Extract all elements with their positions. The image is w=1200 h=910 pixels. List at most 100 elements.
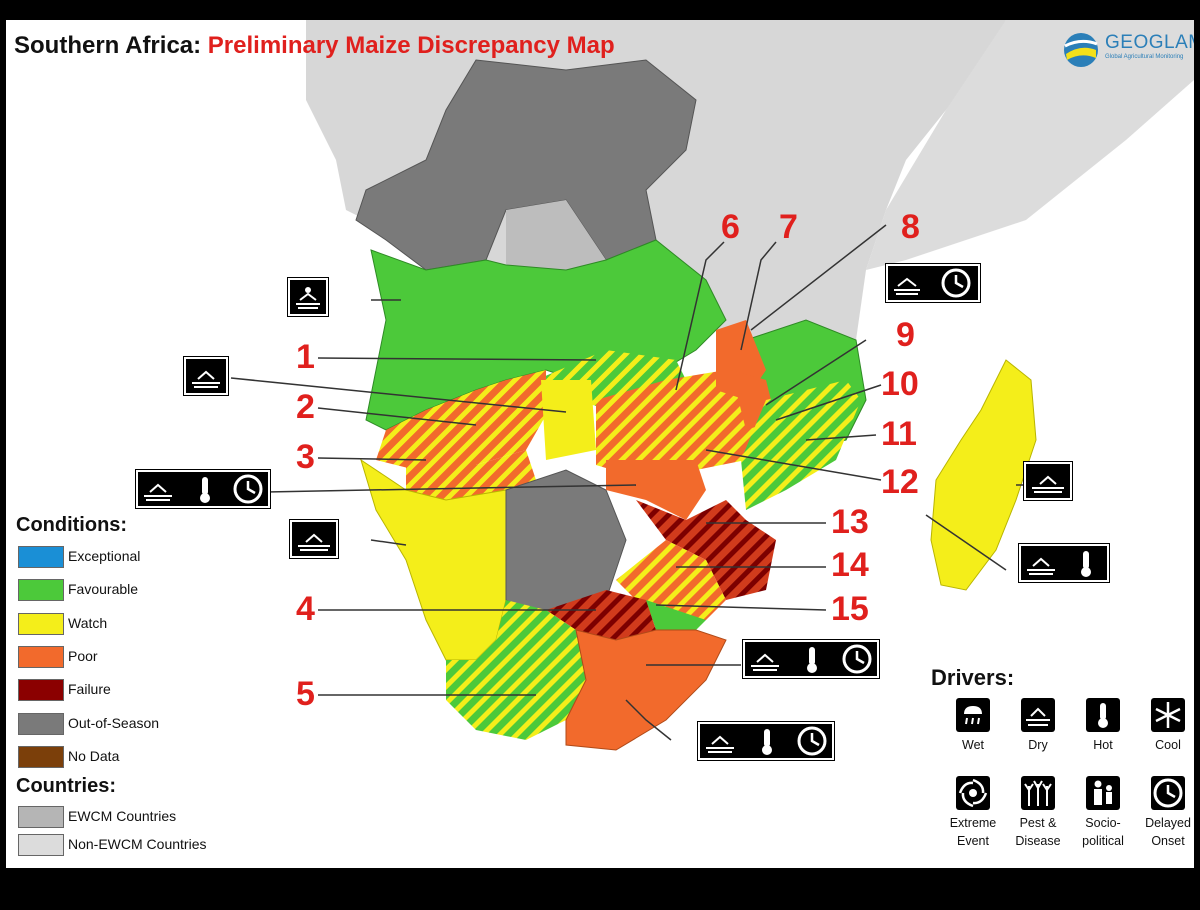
driver-wet: Wet: [943, 698, 1003, 754]
hot-icon: [807, 647, 817, 673]
legend-country-ewcm-countries-swatch: [18, 806, 64, 828]
label-4: 4: [296, 590, 315, 628]
pest-disease-icon: [1021, 776, 1055, 810]
label-12: 12: [881, 463, 919, 501]
extreme-event-icon: [956, 776, 990, 810]
dry-icon: [706, 735, 734, 753]
label-1: 1: [296, 338, 315, 376]
legend-country-non-ewcm-countries-swatch: [18, 834, 64, 856]
label-14: 14: [831, 546, 869, 584]
hot-icon: [1086, 698, 1120, 732]
socio-political-icon: [1086, 776, 1120, 810]
driver-hot: Hot: [1073, 698, 1133, 754]
dry-icon: [1032, 475, 1064, 493]
badge-dry-madagascar: [1024, 462, 1072, 500]
region-south-africa-poor: [565, 629, 727, 751]
legend-country-ewcm-countries-label: EWCM Countries: [68, 808, 177, 824]
dry-icon: [894, 277, 920, 295]
driver-label: Dry: [1028, 738, 1048, 752]
label-15: 15: [831, 590, 869, 628]
driver-label: Pest & Disease: [1015, 816, 1061, 848]
region-2-poor-watch: [376, 370, 546, 470]
delayed-onset-icon: [1151, 776, 1185, 810]
dry-icon: [751, 653, 779, 671]
badge-dry-hot-delayed-3: [136, 470, 270, 508]
label-10: 10: [881, 365, 919, 403]
map-frame: Southern Africa: Preliminary Maize Discr…: [6, 20, 1194, 868]
title-region: Southern Africa:: [14, 32, 202, 59]
legend-country-non-ewcm-countries-label: Non-EWCM Countries: [68, 836, 207, 852]
label-9: 9: [896, 316, 915, 354]
label-8: 8: [901, 208, 920, 246]
delayed-onset-icon: [233, 474, 263, 504]
driver-label: Extreme Event: [949, 816, 997, 848]
label-7: 7: [779, 208, 798, 246]
region-13-failure: [636, 500, 776, 600]
dry-icon: [144, 483, 172, 501]
legend-condition-out-of-season-label: Out-of-Season: [68, 714, 160, 731]
region-11-favourable-watch: [741, 380, 861, 510]
driver-label: Wet: [962, 738, 984, 752]
legend-condition-exceptional-label: Exceptional: [68, 548, 141, 564]
region-watch-zambia: [541, 380, 596, 460]
legend-condition-failure-swatch: [18, 679, 64, 702]
delayed-onset-icon: [941, 268, 971, 298]
label-3: 3: [296, 438, 315, 476]
dry-icon: [1021, 698, 1055, 732]
driver-label: Socio- political: [1082, 816, 1124, 848]
label-2: 2: [296, 388, 315, 426]
dry-icon: [192, 370, 220, 388]
label-5: 5: [296, 675, 315, 713]
badge-dry-angola: [288, 278, 328, 316]
map-canvas: [230, 20, 1194, 751]
conditions-heading: Conditions:: [16, 514, 128, 536]
region-congo-out-of-season: [355, 59, 697, 271]
geoglam-logo: GEOGLAM Global Agricultural Monitoring: [1061, 30, 1194, 74]
dry-icon: [298, 533, 330, 551]
legend-condition-watch-label: Watch: [68, 614, 108, 631]
badge-dry-hot-madagascar: [1019, 544, 1109, 582]
driver-extreme-event: Extreme Event: [943, 776, 1003, 850]
region-botswana-out-of-season: [505, 469, 627, 611]
delayed-onset-icon: [842, 644, 872, 674]
driver-socio-political: Socio- political: [1073, 776, 1133, 850]
driver-dry: Dry: [1008, 698, 1068, 754]
legend-condition-favourable-swatch: [18, 579, 64, 602]
region-5-favourable-watch: [446, 600, 586, 740]
drivers-heading: Drivers:: [931, 665, 1015, 690]
dry-icon: [1027, 557, 1055, 575]
cool-icon: [1151, 698, 1185, 732]
title-subtitle: Preliminary Maize Discrepancy Map: [207, 32, 615, 59]
hot-icon: [1081, 551, 1091, 577]
hot-icon: [762, 729, 772, 755]
region-madagascar-watch: [930, 359, 1037, 591]
region-4-failure: [546, 590, 656, 640]
legend-condition-favourable-label: Favourable: [68, 581, 139, 598]
hot-icon: [200, 477, 210, 503]
label-13: 13: [831, 503, 869, 541]
dry-icon: [296, 287, 320, 309]
delayed-onset-icon: [797, 726, 827, 756]
legend-condition-no-data-label: No Data: [68, 747, 120, 764]
legend-condition-poor-swatch: [18, 645, 64, 668]
logo-name: GEOGLAM: [1105, 32, 1194, 53]
geoglam-globe-icon: [1064, 33, 1098, 67]
legend-condition-out-of-season-swatch: [18, 712, 64, 735]
leader-lines: [230, 224, 1041, 741]
page-title: Southern Africa: Preliminary Maize Discr…: [14, 32, 615, 60]
legend-condition-poor-label: Poor: [68, 647, 98, 664]
driver-pest-disease: Pest & Disease: [1008, 776, 1068, 850]
countries-heading: Countries:: [16, 775, 116, 797]
logo-tagline: Global Agricultural Monitoring: [1105, 54, 1184, 60]
driver-label: Delayed Onset: [1145, 816, 1191, 848]
badge-dry-2: [184, 357, 228, 395]
badge-dry-hot-delayed-lesotho: [743, 640, 879, 678]
driver-delayed-onset: Delayed Onset: [1138, 776, 1194, 850]
driver-label: Cool: [1155, 738, 1181, 752]
legend-condition-no-data-swatch: [18, 745, 64, 768]
legend-condition-watch-swatch: [18, 612, 64, 635]
label-6: 6: [721, 208, 740, 246]
driver-cool: Cool: [1138, 698, 1194, 754]
badge-dry-namibia: [290, 520, 338, 558]
wet-icon: [956, 698, 990, 732]
